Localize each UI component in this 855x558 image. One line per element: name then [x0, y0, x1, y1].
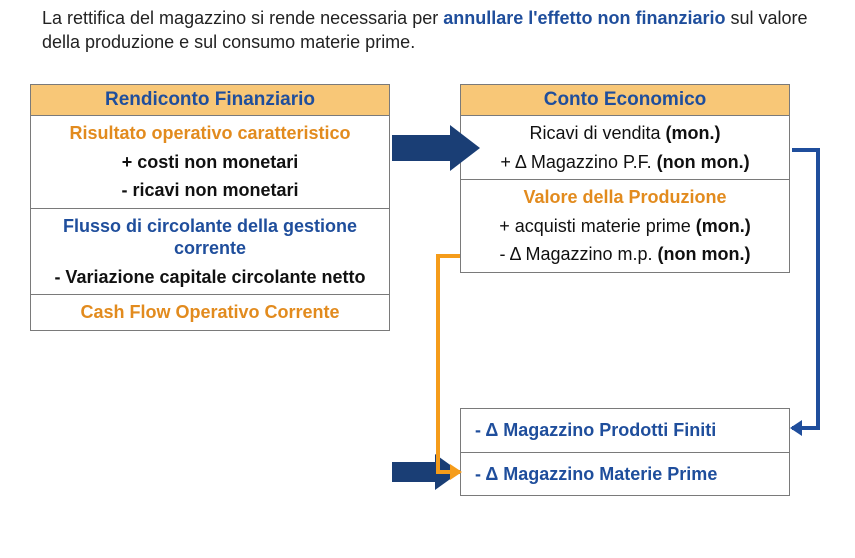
- intro-highlight: annullare l'effetto non finanziario: [443, 8, 725, 28]
- rendiconto-table: Rendiconto Finanziario Risultato operati…: [30, 84, 390, 331]
- cell-line: - Variazione capitale circolante netto: [39, 266, 381, 289]
- cell-line: + costi non monetari: [39, 151, 381, 174]
- arrow-bottom-small: [392, 454, 460, 490]
- intro-pre: La rettifica del magazzino si rende nece…: [42, 8, 443, 28]
- table-row: Risultato operativo caratteristico + cost…: [31, 116, 389, 209]
- table-row: Valore della Produzione + acquisti materi…: [461, 180, 789, 272]
- cell-line: Flusso di circolante della gestione corr…: [39, 215, 381, 260]
- conto-header: Conto Economico: [461, 85, 789, 116]
- intro-text: La rettifica del magazzino si rende nece…: [42, 6, 812, 55]
- cell-line: Valore della Produzione: [469, 186, 781, 209]
- cell-line: - ricavi non monetari: [39, 179, 381, 202]
- arrow-blue-head: [790, 420, 802, 436]
- conto-economico-table: Conto Economico Ricavi di vendita (mon.)…: [460, 84, 790, 273]
- table-row: - Δ Magazzino Prodotti Finiti: [461, 409, 789, 453]
- table-row: Cash Flow Operativo Corrente: [31, 295, 389, 330]
- cell-line: Cash Flow Operativo Corrente: [39, 301, 381, 324]
- cell-line: - Δ Magazzino m.p. (non mon.): [469, 243, 781, 266]
- table-row: Ricavi di vendita (mon.) + Δ Magazzino P.…: [461, 116, 789, 180]
- cell-line: + Δ Magazzino P.F. (non mon.): [469, 151, 781, 174]
- arrow-blue-elbow: [792, 150, 818, 428]
- cell-text: - Δ Magazzino Materie Prime: [475, 464, 717, 484]
- cell-line: Risultato operativo caratteristico: [39, 122, 381, 145]
- cell-text: - Δ Magazzino Prodotti Finiti: [475, 420, 716, 440]
- table-row: - Δ Magazzino Materie Prime: [461, 453, 789, 496]
- table-row: Flusso di circolante della gestione corr…: [31, 209, 389, 296]
- cell-line: + acquisti materie prime (mon.): [469, 215, 781, 238]
- cell-line: Ricavi di vendita (mon.): [469, 122, 781, 145]
- arrow-orange-elbow: [438, 256, 460, 472]
- magazzino-table: - Δ Magazzino Prodotti Finiti - Δ Magazzi…: [460, 408, 790, 496]
- rendiconto-header: Rendiconto Finanziario: [31, 85, 389, 116]
